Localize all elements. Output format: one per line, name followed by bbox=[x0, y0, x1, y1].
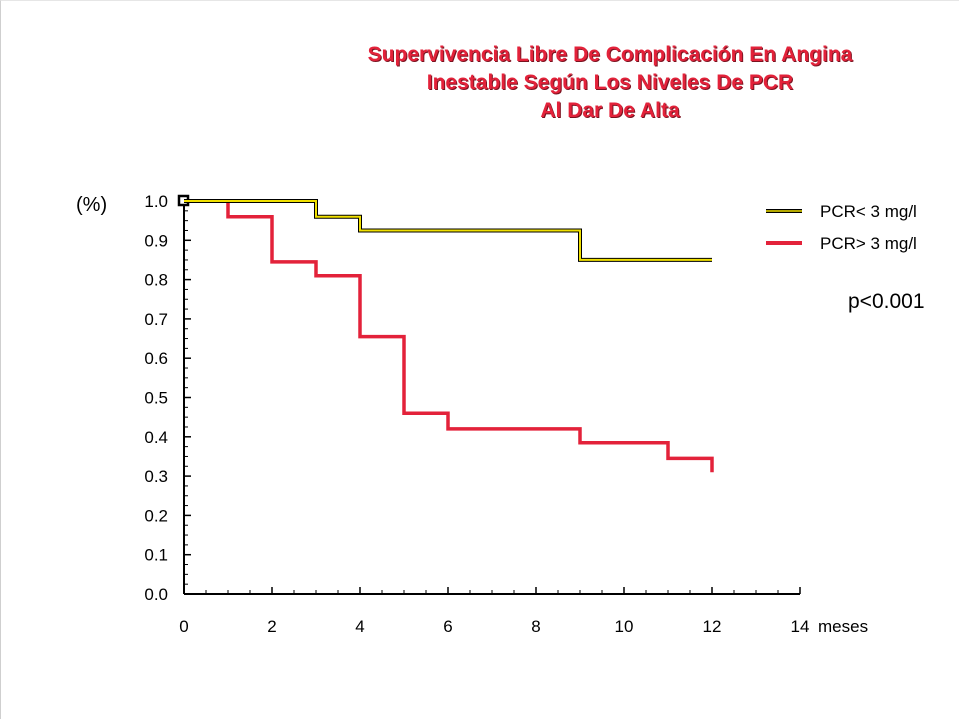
y-axis-label: (%) bbox=[76, 194, 107, 216]
y-tick-label: 0.1 bbox=[144, 546, 168, 565]
x-tick-label: 6 bbox=[443, 617, 452, 636]
y-tick-label: 0.9 bbox=[144, 231, 168, 250]
legend-label-pcr-high: PCR> 3 mg/l bbox=[820, 234, 917, 253]
x-tick-label: 12 bbox=[703, 617, 722, 636]
y-tick-label: 0.3 bbox=[144, 467, 168, 486]
series-line-pcr-low bbox=[184, 200, 712, 261]
x-tick-label: 0 bbox=[179, 617, 188, 636]
x-tick-label: 4 bbox=[355, 617, 364, 636]
x-tick-label: 2 bbox=[267, 617, 276, 636]
p-value-annotation: p<0.001 bbox=[848, 290, 925, 313]
x-axis-label: meses bbox=[818, 617, 868, 636]
chart-title-line-3: Al Dar De Alta bbox=[540, 99, 680, 122]
y-tick-label: 0.4 bbox=[144, 428, 168, 447]
y-tick-label: 0.2 bbox=[144, 506, 168, 525]
y-tick-label: 1.0 bbox=[144, 192, 168, 211]
y-tick-label: 0.0 bbox=[144, 585, 168, 604]
y-tick-label: 0.6 bbox=[144, 349, 168, 368]
legend: PCR< 3 mg/l PCR> 3 mg/l bbox=[766, 202, 917, 253]
y-tick-label: 0.8 bbox=[144, 271, 168, 290]
series-line-pcr-high bbox=[226, 201, 714, 473]
y-tick-label: 0.5 bbox=[144, 389, 168, 408]
x-tick-label: 10 bbox=[615, 617, 634, 636]
axes: 0.0 0.1 0.2 0.3 0.4 0.5 0.6 0.7 0.8 0.9 1.0 0 2 4 6 8 10… bbox=[144, 192, 809, 636]
y-tick-label: 0.7 bbox=[144, 310, 168, 329]
x-tick-label: 14 bbox=[791, 617, 810, 636]
series-layer bbox=[184, 199, 714, 473]
x-tick-label: 8 bbox=[531, 617, 540, 636]
chart-title-line-2: Inestable Según Los Niveles De PCR bbox=[426, 71, 794, 94]
chart-title-line-1: Supervivencia Libre De Complicación En A… bbox=[367, 43, 853, 66]
legend-label-pcr-low: PCR< 3 mg/l bbox=[820, 202, 917, 221]
